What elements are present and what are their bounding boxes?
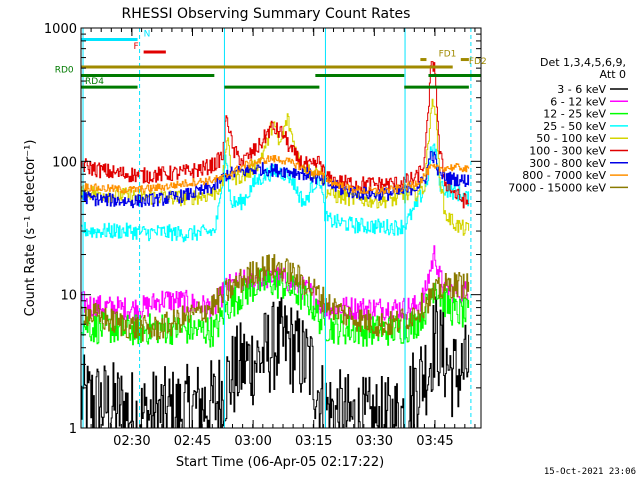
guides-layer [82,28,472,428]
legend-entry-label-8: 800 - 7000 keV [522,169,606,182]
y-tick-label-4: 1000 [44,22,77,37]
x-tick-label-2: 02:45 [174,434,211,449]
y-tick-label-1: 1 [69,422,77,437]
y-tick-label-2: 10 [60,289,77,304]
chart-title: RHESSI Observing Summary Count Rates [122,6,411,22]
axes-layer: 02:30 02:45 03:00 03:15 03:30 03:45 1 10 100 1000 [44,22,481,449]
series-line-3 [81,268,470,348]
legend-entry-label-4: 25 - 50 keV [543,120,606,133]
x-tick-label-6: 03:45 [416,434,453,449]
plot-area-frame [80,27,482,429]
x-tick-label-4: 03:15 [295,434,332,449]
legend-entry-label-3: 12 - 25 keV [543,108,606,121]
series-line-9 [81,254,470,342]
legend-entry-label-7: 300 - 800 keV [529,157,606,170]
legend-entry-label-9: 7000 - 15000 keV [508,181,606,194]
x-tick-label-5: 03:30 [356,434,393,449]
legend-header-line-1: Det 1,3,4,5,6,9, [540,56,626,69]
flag-label-n: N [144,29,151,39]
series-line-1 [81,296,470,428]
legend-entry-label-1: 3 - 6 keV [557,83,606,96]
legend-header-line-2: Att 0 [600,68,626,81]
legend-entry-label-5: 50 - 100 keV [536,132,606,145]
flag-label-fd1: FD1 [439,50,457,60]
y-tick-label-3: 100 [52,155,77,170]
flag-label-fd2: FD2 [469,57,487,67]
legend-entry-label-6: 100 - 300 keV [529,145,606,158]
series-line-7 [81,151,470,209]
timestamp: 15-Oct-2021 23:06 [544,467,636,477]
x-axis-label: Start Time (06-Apr-05 02:17:22) [176,455,384,470]
flag-label-f: F [134,42,139,52]
series-layer [81,61,470,428]
x-tick-label-3: 03:00 [234,434,271,449]
legend-entry-label-2: 6 - 12 keV [550,95,606,108]
flag-bars-layer: NF FD1 FD2 RD0 RD4 [55,29,487,89]
flag-label-rd0: RD0 [55,66,74,76]
flag-label-rd4: RD4 [85,77,104,87]
y-axis-label: Count Rate (s⁻¹ detector⁻¹) [23,140,38,317]
x-tick-label-1: 02:30 [113,434,150,449]
